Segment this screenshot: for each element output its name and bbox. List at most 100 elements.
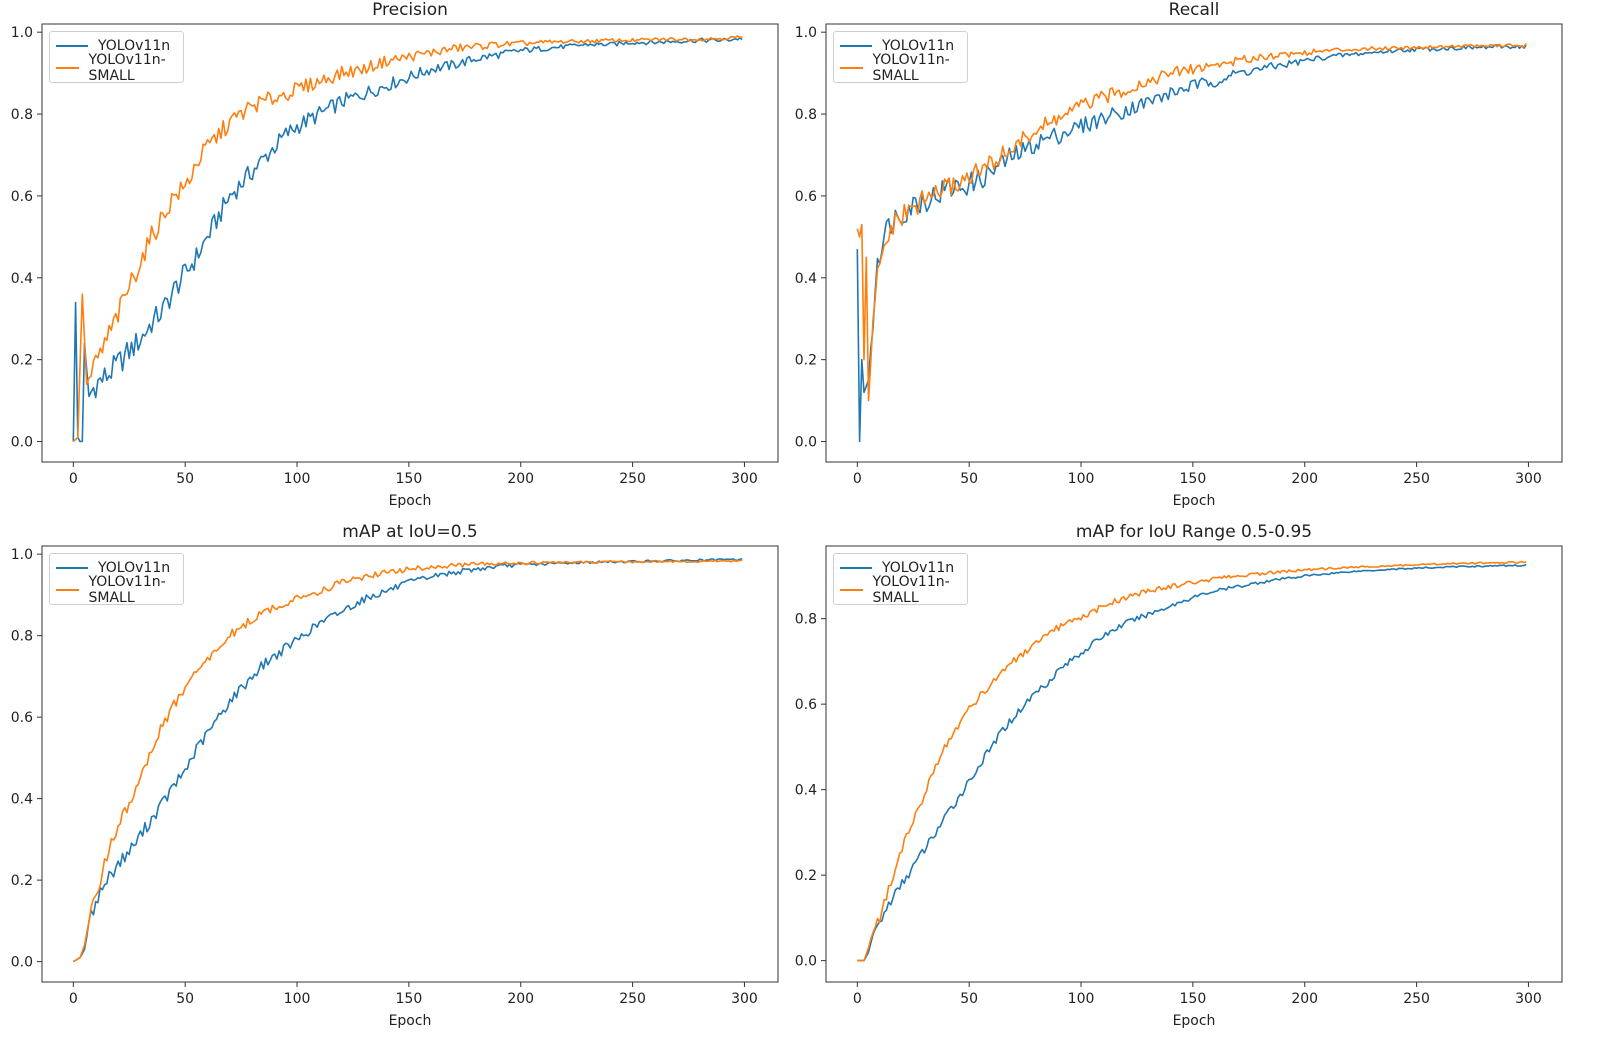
x-tick-label: 150 [396, 471, 423, 487]
chart-svg: 0 50 100 150 200 250 300 0.0 0.2 0.4 0.6 0.8 1.0 Epoc… [11, 23, 779, 509]
x-tick-label: 250 [619, 471, 646, 487]
chart-svg: 0 50 100 150 200 250 300 0.0 0.2 0.4 0.6 0.8 1.0 Epoc… [11, 545, 779, 1029]
x-tick-label: 0 [853, 991, 862, 1007]
legend-label: YOLOv11n [882, 560, 955, 576]
series-line-yolov11n [72, 36, 743, 443]
x-axis-label: Epoch [1173, 493, 1216, 509]
series-line-yolov11n [856, 44, 1527, 443]
plot-frame [41, 23, 779, 463]
y-tick-label: 0.4 [795, 271, 817, 287]
chart-svg: 0 50 100 150 200 250 300 0.0 0.2 0.4 0.6 0.8 1.0 Epoc… [795, 23, 1563, 509]
chart-title: mAP at IoU=0.5 [342, 522, 478, 542]
series-line-yolov11n-small [72, 559, 743, 963]
legend-entry: YOLOv11n-SMALL [840, 52, 959, 84]
series-line-yolov11n-small [72, 35, 743, 443]
y-tick-label: 1.0 [795, 25, 817, 41]
series-line-yolov11n [857, 563, 1527, 962]
legend-swatch [840, 567, 872, 569]
legend-label: YOLOv11n [882, 38, 955, 54]
x-tick-label: 200 [1291, 471, 1318, 487]
y-tick-label: 0.0 [795, 954, 817, 970]
x-tick-label: 50 [960, 991, 978, 1007]
y-tick-label: 0.8 [795, 107, 817, 123]
x-tick-label: 100 [1068, 471, 1095, 487]
legend-swatch [56, 567, 88, 569]
x-tick-label: 150 [1180, 991, 1207, 1007]
y-tick-label: 0.6 [795, 697, 817, 713]
chart-legend: YOLOv11n YOLOv11n-SMALL [833, 31, 969, 84]
series-line-yolov11n-small [857, 560, 1527, 962]
x-tick-label: 300 [731, 991, 758, 1007]
plot-frame [41, 545, 779, 983]
x-tick-label: 200 [507, 471, 534, 487]
x-tick-label: 250 [1403, 991, 1430, 1007]
chart-title: Recall [1168, 0, 1220, 20]
series-line-yolov11n [72, 558, 743, 963]
x-tick-label: 50 [176, 471, 194, 487]
y-tick-label: 0.2 [795, 353, 817, 369]
x-tick-label: 0 [69, 991, 78, 1007]
x-tick-label: 100 [284, 991, 311, 1007]
legend-entry: YOLOv11n-SMALL [56, 52, 175, 84]
x-tick-label: 300 [1515, 991, 1542, 1007]
legend-swatch [840, 45, 872, 47]
x-tick-label: 300 [1515, 471, 1542, 487]
legend-swatch [840, 589, 863, 591]
series-line-yolov11n-small [856, 43, 1527, 402]
x-tick-label: 150 [1180, 471, 1207, 487]
y-tick-label: 0.6 [795, 189, 817, 205]
legend-swatch [56, 67, 79, 69]
y-tick-label: 0.4 [795, 783, 817, 799]
y-tick-label: 0.4 [11, 271, 33, 287]
y-tick-label: 0.0 [11, 955, 33, 971]
plot-frame [825, 545, 1563, 983]
legend-entry: YOLOv11n [840, 35, 959, 57]
y-tick-label: 0.2 [11, 873, 33, 889]
legend-swatch [56, 45, 88, 47]
legend-label: YOLOv11n-SMALL [88, 52, 166, 84]
y-tick-label: 0.2 [795, 868, 817, 884]
x-tick-label: 300 [731, 471, 758, 487]
y-tick-label: 1.0 [11, 25, 33, 41]
chart-legend: YOLOv11n YOLOv11n-SMALL [49, 553, 185, 606]
x-axis-label: Epoch [1173, 1013, 1216, 1029]
x-tick-label: 200 [507, 991, 534, 1007]
chart-legend: YOLOv11n YOLOv11n-SMALL [833, 553, 969, 606]
x-tick-label: 150 [396, 991, 423, 1007]
y-tick-label: 0.4 [11, 792, 33, 808]
x-tick-label: 250 [1403, 471, 1430, 487]
legend-swatch [56, 589, 79, 591]
legend-swatch [840, 67, 863, 69]
legend-entry: YOLOv11n [56, 35, 175, 57]
x-tick-label: 100 [1068, 991, 1095, 1007]
y-tick-label: 0.6 [11, 710, 33, 726]
y-tick-label: 0.0 [11, 435, 33, 451]
y-tick-label: 0.6 [11, 189, 33, 205]
x-tick-label: 250 [619, 991, 646, 1007]
x-axis-label: Epoch [389, 493, 432, 509]
chart-legend: YOLOv11n YOLOv11n-SMALL [49, 31, 185, 84]
x-axis-label: Epoch [389, 1013, 432, 1029]
y-tick-label: 1.0 [11, 547, 33, 563]
x-tick-label: 0 [69, 471, 78, 487]
x-tick-label: 200 [1291, 991, 1318, 1007]
x-tick-label: 100 [284, 471, 311, 487]
y-tick-label: 0.0 [795, 435, 817, 451]
legend-label: YOLOv11n-SMALL [88, 574, 166, 606]
chart-title: mAP for IoU Range 0.5-0.95 [1075, 522, 1313, 542]
chart-title: Precision [372, 0, 448, 20]
legend-label: YOLOv11n [98, 38, 171, 54]
x-tick-label: 50 [960, 471, 978, 487]
y-tick-label: 0.8 [11, 107, 33, 123]
chart-svg: 0 50 100 150 200 250 300 0.0 0.2 0.4 0.6 0.8 Epoch [795, 545, 1563, 1029]
legend-label: YOLOv11n-SMALL [872, 52, 950, 84]
y-tick-label: 0.8 [11, 629, 33, 645]
legend-label: YOLOv11n-SMALL [872, 574, 950, 606]
legend-label: YOLOv11n [98, 560, 171, 576]
y-tick-label: 0.8 [795, 612, 817, 628]
legend-entry: YOLOv11n-SMALL [840, 574, 959, 606]
x-tick-label: 50 [176, 991, 194, 1007]
legend-entry: YOLOv11n [840, 557, 959, 579]
legend-entry: YOLOv11n [56, 557, 175, 579]
y-tick-label: 0.2 [11, 353, 33, 369]
